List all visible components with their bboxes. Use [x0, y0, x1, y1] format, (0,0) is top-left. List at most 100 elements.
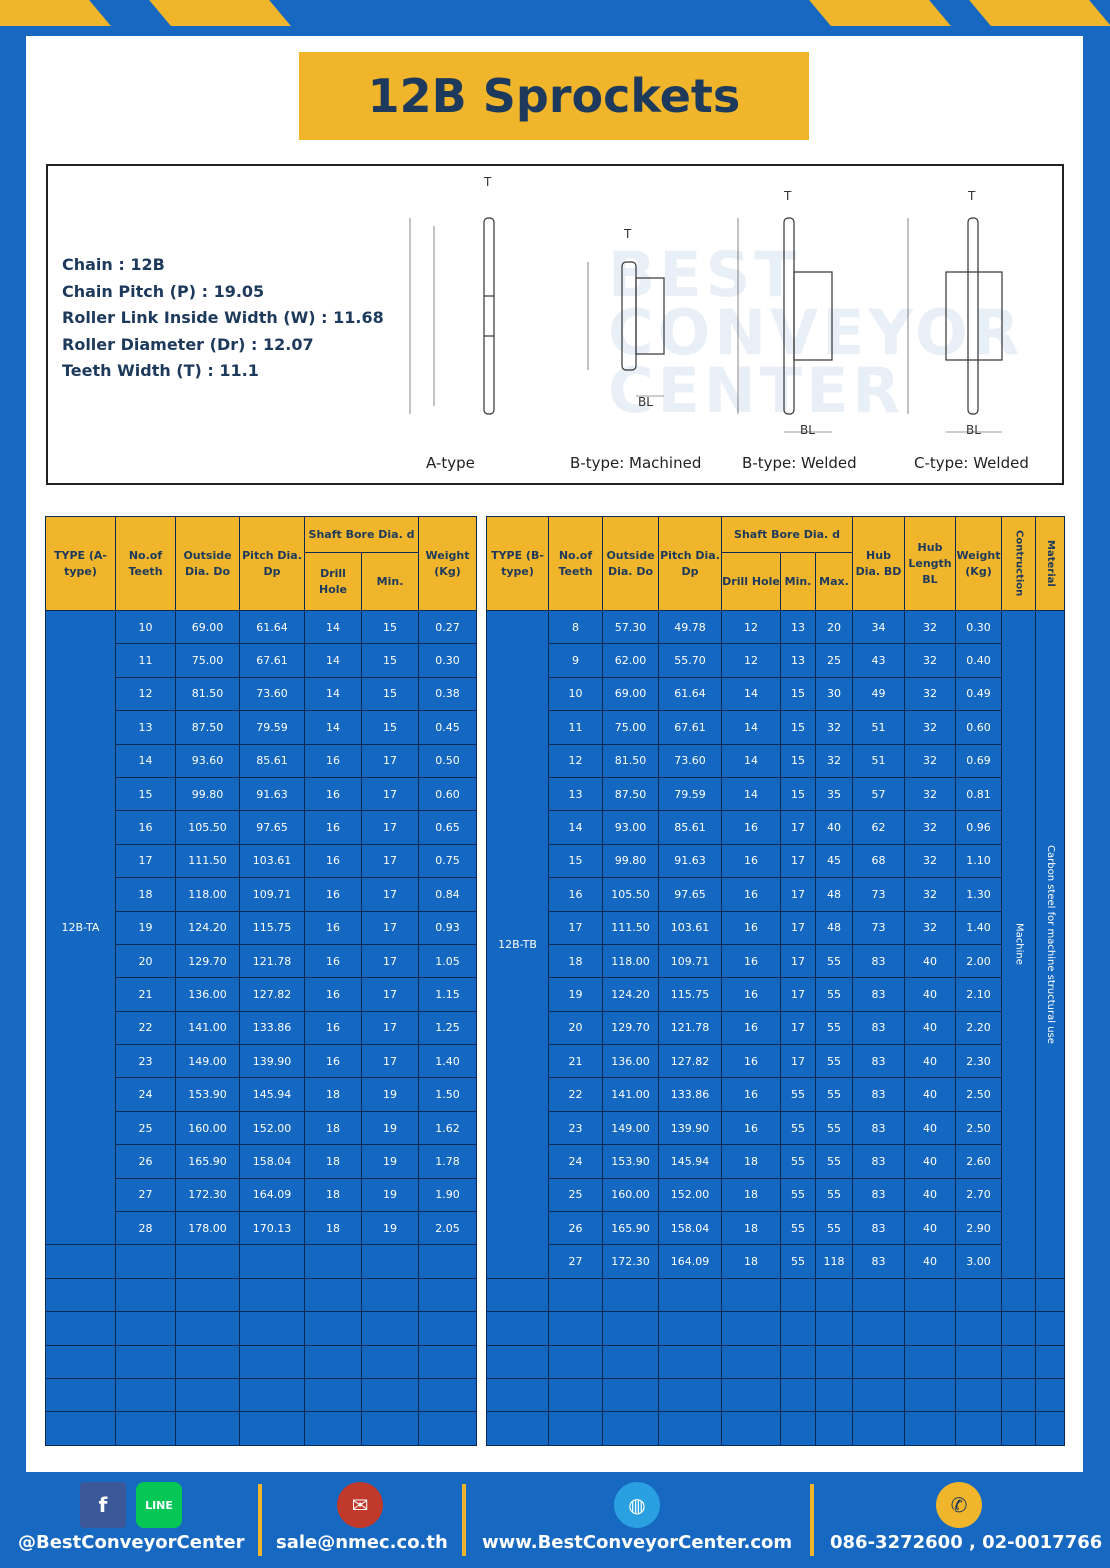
empty-cell	[418, 1377, 478, 1413]
header-shaft-bore: Shaft Bore Dia. d	[721, 516, 853, 553]
empty-row	[45, 1344, 478, 1379]
empty-cell	[239, 1277, 305, 1313]
empty-cell	[852, 1377, 905, 1413]
table-cell: 68	[852, 843, 905, 879]
empty-cell	[304, 1311, 362, 1346]
table-cell: 73.60	[239, 676, 305, 712]
empty-cell	[548, 1411, 603, 1446]
social-handle[interactable]: @BestConveyorCenter	[18, 1532, 245, 1553]
facebook-icon[interactable]: f	[80, 1482, 126, 1528]
table-cell: 55	[815, 1010, 853, 1046]
table-cell: 17	[115, 843, 176, 879]
table-cell: 14	[304, 609, 362, 645]
table-cell: 83	[852, 1110, 905, 1146]
header-min: Min.	[360, 552, 420, 611]
empty-cell	[852, 1277, 905, 1313]
table-cell: 0.60	[955, 710, 1002, 745]
table-cell: 22	[548, 1077, 603, 1112]
table-cell: 16	[304, 910, 362, 945]
table-cell: 149.00	[602, 1110, 659, 1146]
table-cell: 48	[815, 910, 853, 945]
empty-cell	[175, 1244, 240, 1279]
watermark-logo: BEST CONVEYOR CENTER	[608, 238, 1024, 427]
table-row: 13 87.50 79.59 14 15 0.45	[46, 710, 478, 745]
phone-numbers[interactable]: 086-3272600 , 02-0017766	[830, 1532, 1103, 1553]
empty-row	[486, 1344, 1065, 1379]
table-row: 26 165.90 158.04 18 55 55 83 40 2.90	[487, 1211, 1065, 1246]
decor-stripe	[0, 0, 111, 26]
table-cell: 18	[721, 1244, 781, 1279]
empty-cell	[852, 1411, 905, 1446]
table-cell: 1.90	[418, 1177, 478, 1213]
empty-cell	[239, 1411, 305, 1446]
table-cell: 55.70	[658, 643, 722, 678]
table-cell: 32	[904, 810, 956, 845]
table-cell: 18	[548, 943, 603, 979]
header-pitch: Pitch Dia. Dp	[239, 516, 305, 611]
construction-cell: Machine	[1001, 610, 1036, 1279]
table-cell: 16	[721, 1044, 781, 1079]
table-cell: 158.04	[239, 1144, 305, 1179]
decor-stripe	[809, 0, 951, 26]
table-cell: 127.82	[658, 1044, 722, 1079]
chain-specs: Chain : 12B Chain Pitch (P) : 19.05 Roll…	[62, 252, 384, 385]
table-cell: 0.49	[955, 676, 1002, 712]
table-cell: 55	[815, 977, 853, 1012]
table-cell: 17	[360, 843, 420, 879]
table-cell: 16	[304, 743, 362, 778]
table-row: 12 81.50 73.60 14 15 32 51 32 0.69	[487, 743, 1065, 778]
table-cell: 16	[115, 810, 176, 845]
table-cell: 15	[780, 743, 816, 778]
empty-cell	[955, 1411, 1002, 1446]
empty-cell	[115, 1344, 176, 1379]
table-cell: 15	[360, 609, 420, 645]
table-cell: 3.00	[955, 1244, 1002, 1279]
table-cell: 26	[115, 1144, 176, 1179]
empty-cell	[418, 1411, 478, 1446]
caption-c-welded: C-type: Welded	[914, 454, 1029, 472]
header-max: Max.	[815, 552, 853, 611]
table-cell: 32	[904, 843, 956, 879]
table-cell: 2.60	[955, 1144, 1002, 1179]
empty-cell	[602, 1311, 659, 1346]
table-cell: 55	[780, 1077, 816, 1112]
table-cell: 141.00	[175, 1010, 240, 1046]
table-cell: 40	[904, 1177, 956, 1213]
table-cell: 15	[360, 676, 420, 712]
table-cell: 24	[115, 1077, 176, 1112]
table-cell: 1.50	[418, 1077, 478, 1112]
table-cell: 62	[852, 810, 905, 845]
empty-cell	[602, 1411, 659, 1446]
divider	[258, 1484, 262, 1556]
table-row: 16 105.50 97.65 16 17 48 73 32 1.30	[487, 877, 1065, 912]
b-machined-drawing	[587, 261, 665, 397]
table-row: 23 149.00 139.90 16 17 1.40	[46, 1044, 478, 1079]
table-cell: 19	[360, 1177, 420, 1213]
table-cell: 158.04	[658, 1211, 722, 1246]
table-cell: 32	[904, 609, 956, 645]
table-cell: 16	[721, 1077, 781, 1112]
empty-cell	[304, 1411, 362, 1446]
table-row: 17 111.50 103.61 16 17 0.75	[46, 843, 478, 879]
table-cell: 32	[904, 743, 956, 778]
table-cell: 83	[852, 1244, 905, 1279]
email-link[interactable]: sale@nmec.co.th	[276, 1532, 448, 1553]
empty-cell	[602, 1277, 659, 1313]
a-type-table: TYPE (A-type) No.of Teeth Outside Dia. Do P…	[45, 516, 478, 1446]
line-icon[interactable]: LINE	[136, 1482, 182, 1528]
table-cell: 40	[904, 1110, 956, 1146]
website-link[interactable]: www.BestConveyorCenter.com	[482, 1532, 793, 1553]
table-cell: 17	[360, 776, 420, 812]
table-row: 22 141.00 133.86 16 17 1.25	[46, 1010, 478, 1046]
table-cell: 57.30	[602, 609, 659, 645]
empty-cell	[45, 1344, 116, 1379]
table-cell: 133.86	[239, 1010, 305, 1046]
table-cell: 17	[780, 877, 816, 912]
empty-cell	[815, 1411, 853, 1446]
empty-cell	[486, 1377, 549, 1413]
header-pitch: Pitch Dia. Dp	[658, 516, 722, 611]
table-cell: 118.00	[602, 943, 659, 979]
table-cell: 32	[815, 743, 853, 778]
spec-roller: Roller Diameter (Dr) : 12.07	[62, 334, 314, 354]
table-cell: 0.84	[418, 877, 478, 912]
